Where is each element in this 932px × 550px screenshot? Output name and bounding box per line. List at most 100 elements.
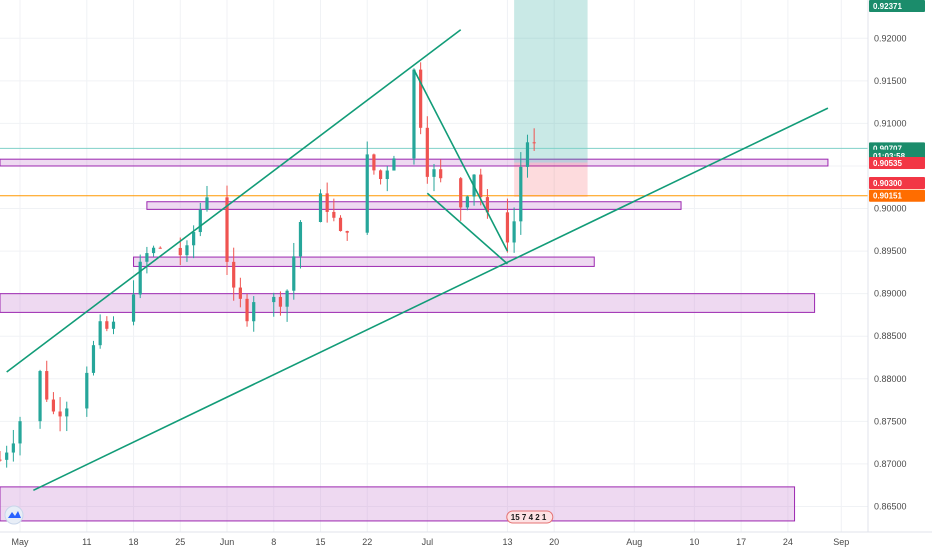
x-tick-label: 8 [271,537,276,547]
position-profit-area[interactable] [514,0,588,163]
y-tick-label: 0.90000 [874,204,907,214]
candle-body [145,253,149,262]
candle-body [318,193,323,222]
candle-body [459,178,463,208]
candle-body [272,296,276,303]
x-tick-label: 13 [502,537,512,547]
price-axis[interactable]: 0.920000.915000.910000.905000.900000.895… [874,33,907,511]
sr-zone[interactable] [0,486,796,522]
candle-body [485,197,490,213]
candle-body [385,170,389,180]
candle-body [425,127,429,177]
price-tag-box [869,157,925,170]
candle-body [525,142,530,167]
candle-body [378,170,383,180]
candle-body [158,247,162,249]
event-markers-badge[interactable] [506,510,554,524]
support-resistance-zones [0,158,829,522]
x-tick-label: 17 [736,537,746,547]
candle-body [325,193,329,212]
trendline[interactable] [33,107,829,492]
candle-body [185,245,189,256]
candle-body [412,69,416,159]
sr-zone[interactable] [146,201,682,210]
candle-body [192,232,196,246]
price-tag-label: 0.90535 [873,159,902,168]
candle-body [432,169,436,177]
candle-body [51,399,56,412]
candlesticks [0,62,536,468]
candle-body [45,371,49,400]
candle-body [225,197,229,262]
candle-body [138,261,142,295]
candle-body [505,212,510,243]
long-position-tool[interactable] [514,0,588,198]
candle-body [178,247,182,256]
candle-body [332,211,336,218]
tradingview-logo[interactable] [4,505,24,525]
x-tick-label: Jul [422,537,434,547]
x-tick-label: 22 [362,537,372,547]
candle-body [372,154,376,171]
event-markers-label: 15 7 4 2 1 [511,513,547,522]
candle-body [298,221,303,257]
candle-body [91,345,96,373]
price-tag-label: 0.90707 [873,144,902,153]
trendline[interactable] [6,29,462,373]
price-tag-box [869,189,925,202]
candle-body [519,166,523,222]
trendline[interactable] [413,69,509,252]
x-tick-label: Aug [626,537,642,547]
x-tick-label: Jun [220,537,235,547]
price-lines [0,147,868,197]
x-tick-label: 18 [129,537,139,547]
candle-body [232,261,236,288]
candle-body [65,408,69,417]
logo-icon [8,511,21,518]
candle-body [18,421,22,444]
y-tick-label: 0.91500 [874,76,907,86]
candle-body [365,154,369,233]
candle-body [5,452,9,460]
time-axis[interactable]: May 11 18 25 Jun 8 15 22 Jul 13 20 Aug 10 17 24 Sep [12,537,850,547]
sr-zone[interactable] [0,293,816,313]
sr-zone[interactable] [133,256,595,267]
candle-body [419,69,423,128]
candle-body [285,290,289,307]
x-tick-label: 15 [315,537,325,547]
x-tick-label: Sep [833,537,849,547]
trendline[interactable] [426,192,508,265]
candle-body [11,443,15,453]
candle-body [198,209,202,233]
y-tick-label: 0.88500 [874,331,907,341]
candle-body [38,371,42,422]
candle-body [252,302,256,322]
candle-body [238,287,242,299]
candle-body [205,197,209,210]
candle-body [278,296,283,307]
x-tick-label: 11 [82,537,91,547]
candle-body [131,294,136,322]
candle-body [439,169,443,179]
trendlines[interactable] [6,29,829,492]
candle-body [58,411,62,417]
candle-body [98,321,102,346]
y-tick-label: 0.87500 [874,416,907,426]
candle-body [338,217,343,232]
x-tick-label: 25 [175,537,185,547]
position-stop-area[interactable] [514,162,588,198]
y-tick-label: 0.89500 [874,246,907,256]
candle-body [111,321,116,329]
candle-body [532,142,536,144]
candle-body [292,256,296,291]
candle-body [392,158,396,171]
price-tag-label: 0.92371 [873,2,902,11]
y-tick-label: 0.92000 [874,33,907,43]
candle-body [479,174,483,198]
y-tick-label: 0.89000 [874,289,907,299]
event-markers[interactable]: 15 7 4 2 1 [506,510,554,524]
candle-body [345,231,349,233]
price-tag-label: 0.90151 [873,192,902,201]
